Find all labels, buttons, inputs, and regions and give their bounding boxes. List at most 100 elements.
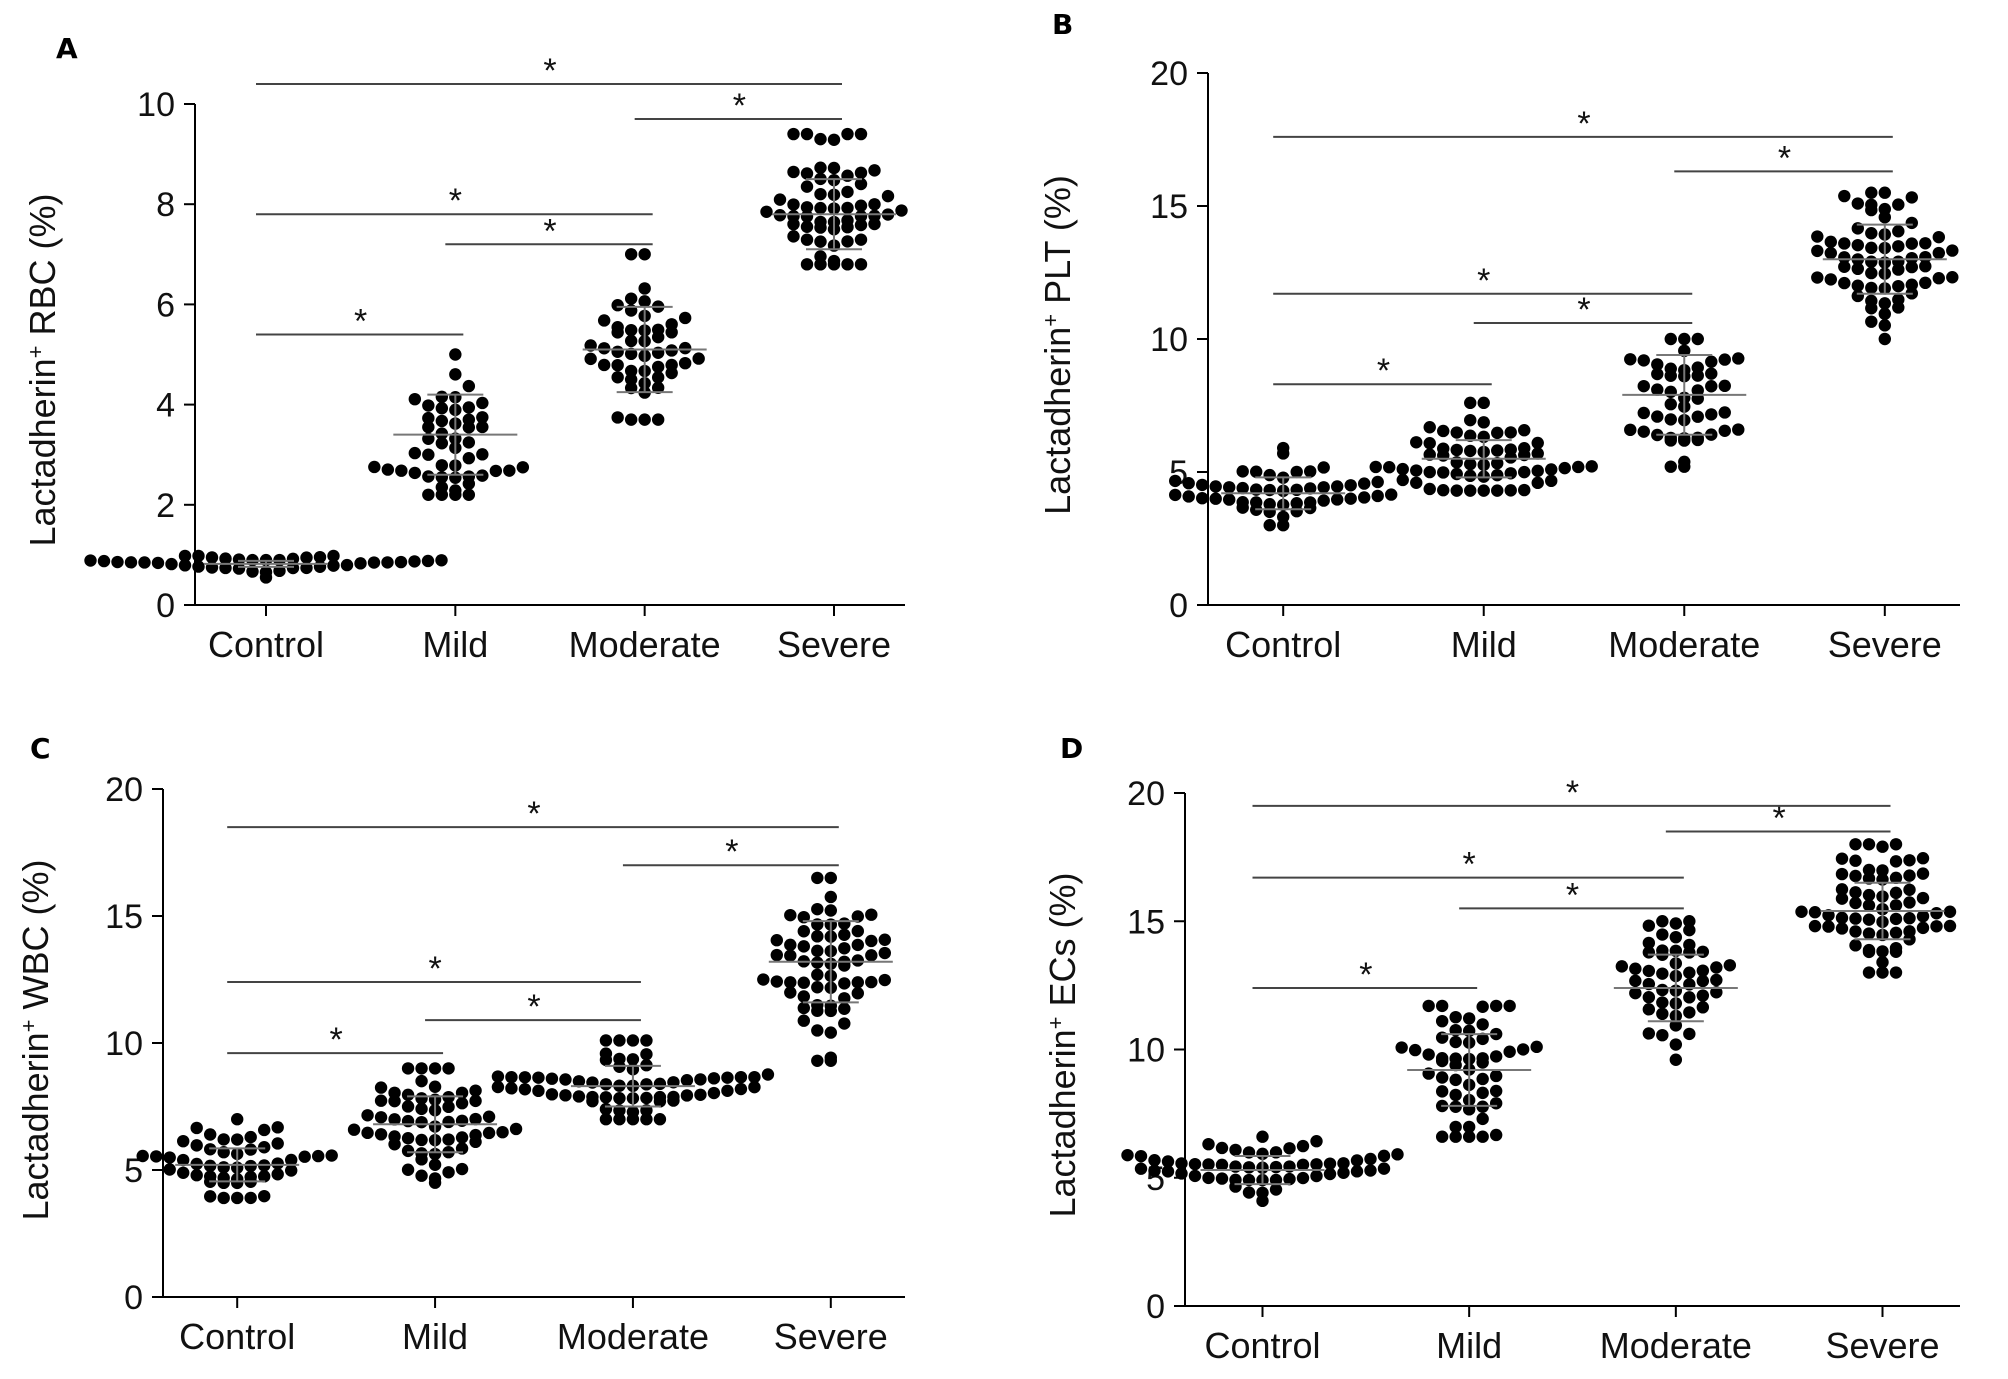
data-point bbox=[1269, 1183, 1283, 1196]
data-point bbox=[422, 420, 435, 434]
data-point bbox=[1263, 483, 1276, 497]
data-point bbox=[838, 977, 851, 990]
data-point bbox=[1489, 1128, 1503, 1142]
data-point bbox=[462, 379, 476, 393]
data-point bbox=[597, 342, 611, 355]
data-point bbox=[1696, 974, 1710, 988]
data-point bbox=[761, 1068, 775, 1081]
data-point bbox=[1705, 408, 1718, 421]
data-point bbox=[678, 356, 692, 370]
data-point bbox=[597, 314, 611, 327]
data-point bbox=[271, 1121, 284, 1134]
data-point bbox=[1892, 225, 1905, 238]
data-point bbox=[232, 562, 246, 575]
data-point bbox=[1464, 469, 1477, 483]
x-tick-label: Mild bbox=[402, 1316, 468, 1357]
data-point bbox=[1865, 315, 1878, 328]
data-point bbox=[1169, 474, 1182, 488]
data-point bbox=[611, 371, 624, 384]
data-point bbox=[599, 1091, 613, 1104]
data-point bbox=[599, 1078, 613, 1091]
data-point bbox=[347, 1123, 361, 1136]
data-point bbox=[1903, 854, 1916, 867]
data-point bbox=[1916, 867, 1930, 880]
data-point bbox=[1849, 896, 1862, 910]
data-point bbox=[1835, 922, 1849, 935]
data-point bbox=[1862, 863, 1876, 877]
data-point bbox=[626, 1053, 640, 1066]
data-point bbox=[814, 161, 827, 174]
data-point bbox=[1683, 915, 1696, 928]
data-point bbox=[770, 948, 783, 962]
data-point bbox=[327, 559, 340, 572]
data-point bbox=[163, 1151, 176, 1164]
y-tick-label: 6 bbox=[156, 286, 175, 324]
data-point bbox=[532, 1084, 545, 1098]
data-point bbox=[1572, 460, 1585, 474]
data-point bbox=[1651, 410, 1664, 423]
data-point bbox=[1878, 186, 1892, 199]
data-point bbox=[1489, 999, 1503, 1013]
data-point bbox=[1851, 197, 1865, 210]
data-point bbox=[1905, 216, 1919, 230]
data-point bbox=[734, 1082, 748, 1096]
data-point bbox=[217, 1161, 230, 1174]
y-tick-label: 20 bbox=[1150, 55, 1188, 93]
data-point bbox=[428, 1147, 442, 1161]
data-point bbox=[204, 1190, 217, 1203]
data-point bbox=[1889, 871, 1903, 885]
data-point bbox=[1277, 510, 1290, 524]
data-point bbox=[784, 938, 797, 952]
data-point bbox=[401, 1062, 415, 1075]
data-point bbox=[1916, 891, 1930, 905]
data-point bbox=[435, 481, 449, 494]
data-point bbox=[1629, 962, 1642, 975]
data-point bbox=[1377, 1149, 1391, 1163]
data-point bbox=[748, 1070, 761, 1084]
data-point bbox=[462, 401, 476, 414]
significance-star: * bbox=[428, 950, 441, 988]
data-point bbox=[1256, 1147, 1269, 1161]
data-point bbox=[1437, 484, 1450, 497]
data-point bbox=[680, 1089, 694, 1102]
data-point bbox=[217, 1133, 230, 1146]
data-point bbox=[1476, 1072, 1489, 1086]
data-point bbox=[1664, 332, 1677, 346]
data-point bbox=[613, 1034, 626, 1047]
data-point bbox=[1182, 477, 1195, 490]
data-point bbox=[638, 248, 651, 261]
y-tick-label: 15 bbox=[1150, 188, 1188, 226]
data-point bbox=[1838, 276, 1851, 290]
data-point bbox=[624, 334, 638, 348]
data-point bbox=[1838, 189, 1851, 203]
data-point bbox=[1489, 1069, 1503, 1083]
data-point bbox=[258, 1123, 271, 1137]
data-point bbox=[1215, 1141, 1229, 1155]
data-point bbox=[259, 565, 273, 579]
data-point bbox=[1683, 1006, 1696, 1019]
data-point bbox=[1464, 396, 1477, 410]
data-point bbox=[401, 1088, 415, 1102]
data-point bbox=[163, 1163, 176, 1176]
data-point bbox=[285, 1164, 298, 1177]
significance-star: * bbox=[1577, 105, 1590, 143]
data-point bbox=[613, 1052, 626, 1066]
data-point bbox=[1423, 437, 1436, 450]
data-point bbox=[1449, 1073, 1462, 1087]
data-point bbox=[1491, 457, 1504, 470]
data-point bbox=[1585, 460, 1598, 473]
data-point bbox=[476, 396, 489, 410]
data-point bbox=[415, 1062, 428, 1075]
y-tick-label: 5 bbox=[124, 1152, 143, 1190]
y-tick-label: 10 bbox=[137, 86, 175, 124]
data-point bbox=[1175, 1157, 1188, 1170]
x-tick-label: Control bbox=[179, 1316, 295, 1357]
data-point bbox=[1615, 960, 1629, 973]
data-point bbox=[640, 1091, 653, 1105]
data-point bbox=[151, 556, 165, 570]
data-point bbox=[878, 973, 891, 987]
data-point bbox=[313, 550, 327, 564]
data-point bbox=[217, 1191, 230, 1205]
data-point bbox=[1435, 1071, 1449, 1084]
data-point bbox=[1215, 1172, 1229, 1185]
